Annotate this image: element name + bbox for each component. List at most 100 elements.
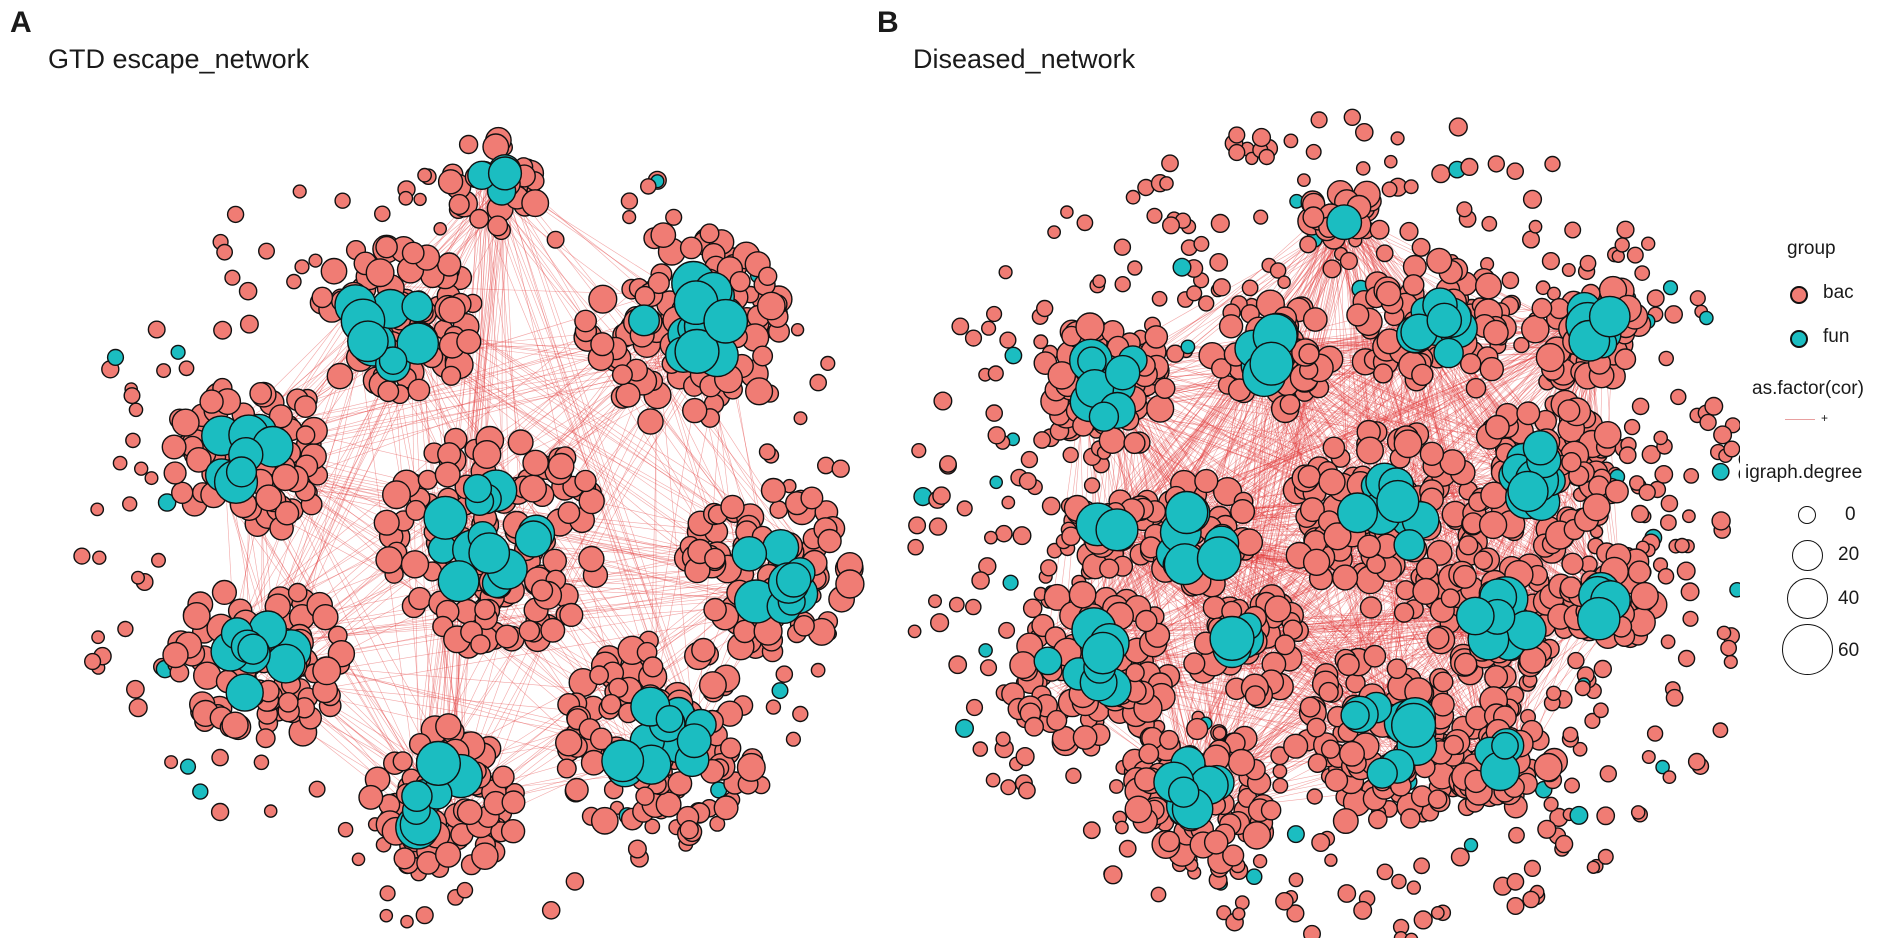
bac-node — [1720, 639, 1738, 657]
fun-node — [1577, 596, 1621, 641]
edge — [279, 345, 653, 486]
bac-node — [255, 728, 276, 749]
bac-node — [263, 804, 278, 818]
fun-node — [1393, 529, 1426, 561]
fun-node — [1002, 574, 1019, 591]
bac-node — [73, 547, 91, 565]
fun-node — [225, 456, 258, 488]
bac-node — [287, 582, 308, 603]
bac-node — [1381, 181, 1398, 198]
bac-node — [1306, 717, 1327, 738]
bac-node — [758, 266, 778, 286]
bac-node — [1092, 274, 1107, 289]
edge — [495, 198, 525, 523]
bac-node — [470, 634, 491, 655]
bac-node — [541, 901, 561, 920]
bac-node — [1660, 514, 1677, 531]
bac-node — [1443, 734, 1464, 756]
bac-node — [199, 389, 224, 414]
bac-node — [121, 496, 138, 512]
bac-node — [1654, 464, 1674, 484]
bac-node — [1593, 702, 1609, 719]
bac-node — [1041, 496, 1061, 516]
bac-node — [1448, 117, 1468, 137]
legend-edge-swatch — [1785, 419, 1815, 420]
bac-node — [308, 780, 326, 798]
bac-node — [1479, 356, 1505, 382]
bac-node — [1125, 189, 1141, 205]
edge — [1258, 225, 1341, 632]
bac-node — [1018, 781, 1036, 800]
fun-node — [1433, 337, 1464, 369]
fun-node — [106, 348, 125, 367]
bac-node — [1562, 726, 1579, 743]
bac-node — [130, 570, 145, 585]
bac-node — [1297, 173, 1311, 188]
bac-node — [519, 474, 548, 503]
bac-node — [1646, 725, 1664, 742]
bac-node — [998, 265, 1013, 280]
bac-node — [1682, 509, 1696, 524]
bac-node — [775, 665, 794, 684]
bac-node — [1135, 609, 1158, 633]
bac-node — [294, 259, 310, 275]
bac-node — [1427, 789, 1448, 810]
legend-bac-swatch — [1790, 286, 1808, 304]
bac-node — [83, 652, 102, 671]
bac-node — [1339, 251, 1358, 271]
fun-node — [462, 473, 493, 504]
bac-node — [1579, 254, 1597, 272]
edge — [1201, 320, 1579, 512]
bac-node — [1521, 230, 1540, 249]
bac-node — [1474, 272, 1502, 300]
bac-node — [1459, 353, 1482, 375]
bac-node — [161, 434, 187, 460]
bac-node — [1399, 221, 1419, 242]
bac-node — [1324, 853, 1338, 867]
bac-node — [1567, 651, 1585, 670]
bac-node — [401, 241, 425, 265]
bac-node — [1561, 263, 1576, 278]
fun-node — [170, 344, 186, 360]
edge — [409, 350, 791, 557]
edge — [1136, 384, 1384, 738]
bac-node — [373, 205, 391, 223]
bac-node — [665, 208, 683, 226]
bac-node — [1487, 155, 1506, 173]
bac-node — [1260, 799, 1282, 821]
fun-node — [514, 520, 553, 558]
fun-node — [179, 758, 197, 775]
bac-node — [1393, 429, 1423, 459]
bac-node — [224, 269, 241, 286]
bac-node — [1210, 213, 1230, 233]
bac-node — [578, 487, 605, 515]
edge — [1245, 215, 1353, 653]
fun-node — [1569, 805, 1589, 825]
bac-node — [729, 271, 751, 293]
bac-node — [911, 443, 927, 459]
edge — [1232, 379, 1279, 771]
fun-node — [674, 328, 720, 374]
bac-node — [326, 362, 354, 390]
bac-node — [1513, 336, 1530, 354]
bac-node — [1557, 399, 1581, 423]
bac-node — [1402, 274, 1425, 296]
bac-node — [1593, 659, 1613, 679]
bac-node — [790, 323, 805, 337]
bac-node — [1535, 342, 1565, 373]
bac-node — [948, 596, 965, 613]
bac-node — [392, 751, 413, 772]
bac-node — [1115, 820, 1129, 835]
bac-node — [634, 285, 656, 307]
bac-node — [1674, 537, 1690, 554]
bac-node — [679, 820, 699, 840]
bac-node — [627, 839, 647, 859]
bac-node — [1103, 865, 1123, 885]
bac-node — [965, 598, 982, 616]
bac-node — [1186, 717, 1209, 741]
bac-node — [611, 364, 633, 386]
bac-node — [1359, 596, 1383, 619]
bac-node — [1165, 344, 1185, 363]
bac-node — [1062, 446, 1079, 464]
bac-node — [1197, 295, 1215, 312]
